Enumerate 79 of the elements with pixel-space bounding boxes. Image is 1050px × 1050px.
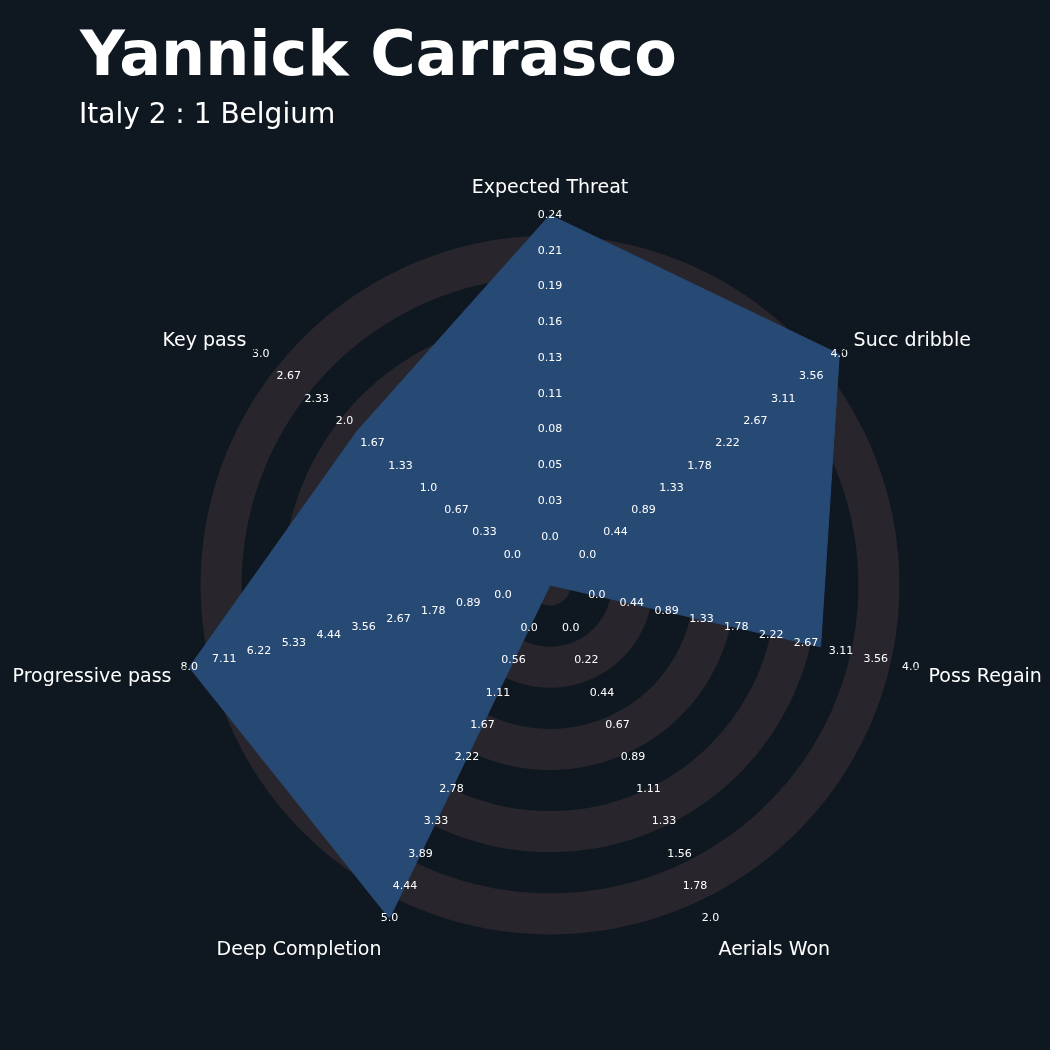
text: 1.67: [470, 717, 495, 731]
text: 0.33: [472, 525, 497, 539]
text: 2.67: [743, 413, 768, 427]
spoke-label: Deep Completion: [216, 936, 382, 959]
text: 2.22: [758, 628, 784, 642]
spoke-label: Poss Regain: [928, 664, 1042, 687]
text: 0.22: [574, 653, 599, 667]
text: 5.0: [380, 911, 399, 925]
text: 1.11: [636, 782, 661, 796]
text: 3.11: [771, 391, 796, 405]
text: 7.11: [211, 652, 237, 666]
text: 0.0: [503, 547, 522, 561]
text: 4.0: [830, 347, 849, 361]
text: 0.0: [541, 529, 559, 543]
text: 0.11: [537, 386, 563, 400]
spoke-label: Key pass: [162, 327, 247, 350]
spoke-label: Progressive pass: [12, 664, 172, 687]
text: 4.0: [901, 660, 920, 674]
text: 2.0: [701, 911, 720, 925]
text: 0.03: [537, 493, 563, 507]
text: 1.78: [687, 458, 712, 472]
text: 0.13: [537, 350, 563, 364]
text: 1.78: [724, 620, 749, 634]
text: 0.44: [589, 685, 615, 699]
spoke-label: Aerials Won: [718, 936, 831, 959]
text: 4.44: [316, 628, 342, 642]
text: 1.33: [689, 612, 714, 626]
text: 4.44: [392, 878, 418, 892]
text: 5.33: [281, 636, 307, 650]
text: 8.0: [180, 660, 199, 674]
chart-subtitle: Italy 2 : 1 Belgium: [79, 97, 336, 130]
text: 0.24: [537, 207, 563, 221]
spoke-label: Expected Threat: [471, 174, 629, 197]
text: 3.11: [828, 644, 854, 658]
text: 0.44: [603, 525, 628, 539]
text: 0.0: [588, 588, 606, 602]
text: 0.67: [605, 717, 630, 731]
text: 3.56: [799, 369, 824, 383]
text: 0.67: [444, 503, 469, 517]
text: 0.05: [537, 458, 563, 472]
text: 0.0: [562, 621, 580, 635]
text: 0.16: [537, 315, 563, 329]
text: 1.33: [388, 458, 413, 472]
text: 0.08: [537, 422, 563, 436]
text: 0.56: [501, 653, 526, 667]
text: 0.0: [494, 588, 512, 602]
text: 0.21: [537, 243, 563, 257]
text: 2.33: [304, 391, 329, 405]
spoke-label: Succ dribble: [853, 327, 971, 350]
text: 1.0: [419, 480, 438, 494]
text: 0.44: [619, 596, 645, 610]
text: 2.67: [793, 636, 819, 650]
text: 0.89: [654, 604, 679, 618]
text: 3.33: [423, 814, 449, 828]
text: 1.11: [485, 685, 511, 699]
text: 0.89: [455, 596, 481, 610]
text: 1.33: [659, 480, 684, 494]
text: 0.89: [631, 503, 656, 517]
text: 2.22: [454, 749, 480, 763]
text: 0.89: [620, 749, 646, 763]
text: 1.56: [667, 846, 692, 860]
chart-title: Yannick Carrasco: [79, 17, 677, 90]
text: 0.19: [537, 279, 563, 293]
text: 1.78: [682, 878, 708, 892]
text: 2.67: [386, 612, 411, 626]
text: 2.78: [439, 782, 464, 796]
text: 3.0: [251, 347, 270, 361]
text: 2.67: [276, 369, 301, 383]
text: 3.56: [863, 652, 889, 666]
text: 2.22: [715, 436, 740, 450]
text: 1.78: [421, 604, 446, 618]
text: 0.0: [578, 547, 597, 561]
text: 3.56: [351, 620, 376, 634]
text: 3.89: [408, 846, 433, 860]
text: 0.0: [520, 621, 538, 635]
text: 1.67: [360, 436, 385, 450]
text: 1.33: [651, 814, 677, 828]
text: 2.0: [335, 413, 354, 427]
text: 6.22: [246, 644, 272, 658]
